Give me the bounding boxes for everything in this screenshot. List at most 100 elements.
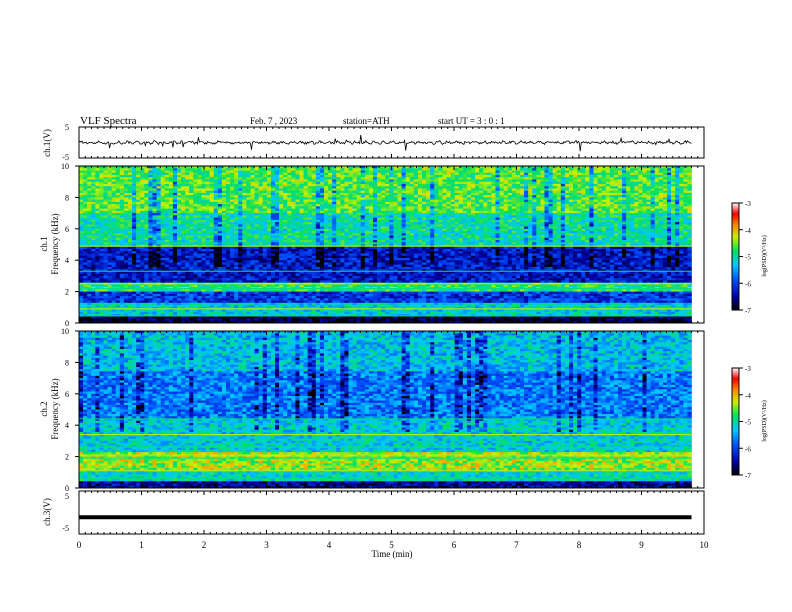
- ch1-cell: [124, 227, 128, 230]
- ch1-cell: [251, 249, 255, 252]
- ch1-cell: [242, 292, 246, 295]
- ch1-cell: [202, 197, 206, 200]
- ch1-cell: [124, 265, 128, 268]
- ch1-cell: [165, 195, 169, 198]
- ch1-cell: [214, 206, 218, 209]
- ch1-cell: [136, 204, 140, 207]
- ch1-cell: [226, 292, 230, 295]
- ch1-cell: [197, 251, 201, 254]
- ch1-cell: [144, 289, 148, 292]
- ch1-cell: [206, 238, 210, 241]
- ch1-cell: [83, 168, 87, 171]
- ch1-cell: [95, 312, 99, 315]
- ch1-cell: [226, 186, 230, 189]
- ch1-cell: [132, 170, 136, 173]
- ch1-cell: [210, 280, 214, 283]
- ch1-cell: [161, 303, 165, 306]
- ch1-cell: [226, 211, 230, 214]
- ch1-cell: [193, 179, 197, 182]
- ch1-cell: [300, 258, 304, 261]
- ch1-cell: [222, 206, 226, 209]
- ch1-cell: [189, 303, 193, 306]
- ch1-cell: [263, 182, 267, 185]
- ch1-cell: [312, 213, 316, 216]
- ch1-cell: [295, 289, 299, 292]
- ch1-cell: [308, 249, 312, 252]
- ch1-cell: [120, 197, 124, 200]
- ch1-cell: [87, 251, 91, 254]
- ch1-cell: [251, 218, 255, 221]
- ch1-cell: [161, 218, 165, 221]
- ch1-cell: [206, 182, 210, 185]
- ch1-cell: [259, 312, 263, 315]
- ch1-cell: [177, 247, 181, 250]
- ch1-cell: [197, 296, 201, 299]
- ch1-cell: [104, 265, 108, 268]
- ch1-cell: [234, 175, 238, 178]
- ch1-cell: [267, 296, 271, 299]
- ch1-cell: [214, 238, 218, 241]
- ch1-cell: [218, 249, 222, 252]
- ch1-cell: [234, 319, 238, 322]
- ch1-cell: [324, 200, 328, 203]
- ch1-cell: [279, 213, 283, 216]
- ch1-cell: [308, 179, 312, 182]
- ch1-cell: [136, 200, 140, 203]
- ch1-cell: [328, 256, 332, 259]
- ch1-cell: [120, 253, 124, 256]
- ch1-cell: [226, 278, 230, 281]
- ch1-cell: [197, 278, 201, 281]
- ch1-cell: [304, 253, 308, 256]
- ch1-cell: [251, 179, 255, 182]
- ch1-cell: [157, 249, 161, 252]
- ch1-cell: [181, 249, 185, 252]
- ch1-cell: [259, 260, 263, 263]
- ch1-cell: [140, 197, 144, 200]
- ch1-cell: [95, 186, 99, 189]
- ch1-cell: [197, 209, 201, 212]
- ch1-cell: [173, 292, 177, 295]
- ch1-cell: [202, 227, 206, 230]
- ch1-cell: [308, 233, 312, 236]
- ch1-cell: [206, 262, 210, 265]
- ch1-cell: [324, 276, 328, 279]
- ch1-cell: [361, 224, 365, 227]
- ch1-cell: [320, 175, 324, 178]
- ch1-cell: [287, 292, 291, 295]
- ch1-cell: [83, 240, 87, 243]
- ch1-cell: [140, 260, 144, 263]
- ch1-cell: [295, 177, 299, 180]
- ch1-cell: [116, 285, 120, 288]
- ch1-cell: [234, 177, 238, 180]
- ch1-cell: [140, 253, 144, 256]
- ch1-cell: [357, 310, 361, 313]
- ch1-cell: [295, 238, 299, 241]
- ch1-cell: [128, 242, 132, 245]
- ch1-cell: [365, 305, 369, 308]
- ch1-cell: [173, 220, 177, 223]
- ch1-cell: [112, 173, 116, 176]
- ch1-cell: [295, 179, 299, 182]
- ch1-cell: [320, 213, 324, 216]
- ch1-cell: [79, 298, 83, 301]
- ch1-cell: [210, 260, 214, 263]
- ch1-cell: [283, 188, 287, 191]
- ch1-cell: [116, 274, 120, 277]
- ch1-cell: [267, 233, 271, 236]
- ch1-cell: [349, 213, 353, 216]
- ch1-cell: [108, 316, 112, 319]
- ch1-cell: [169, 258, 173, 261]
- ch1-cell: [222, 227, 226, 230]
- ch1-cell: [340, 319, 344, 322]
- ch1-cell: [161, 179, 165, 182]
- ch1-cell: [177, 236, 181, 239]
- ch1-cell: [291, 206, 295, 209]
- ch1-cell: [173, 267, 177, 270]
- ch1-cell: [304, 298, 308, 301]
- ch1-cell: [185, 197, 189, 200]
- ch1-cell: [251, 247, 255, 250]
- ch1-cell: [120, 238, 124, 241]
- ch1-cell: [271, 249, 275, 252]
- ch1-cell: [79, 274, 83, 277]
- ch1-cell: [300, 296, 304, 299]
